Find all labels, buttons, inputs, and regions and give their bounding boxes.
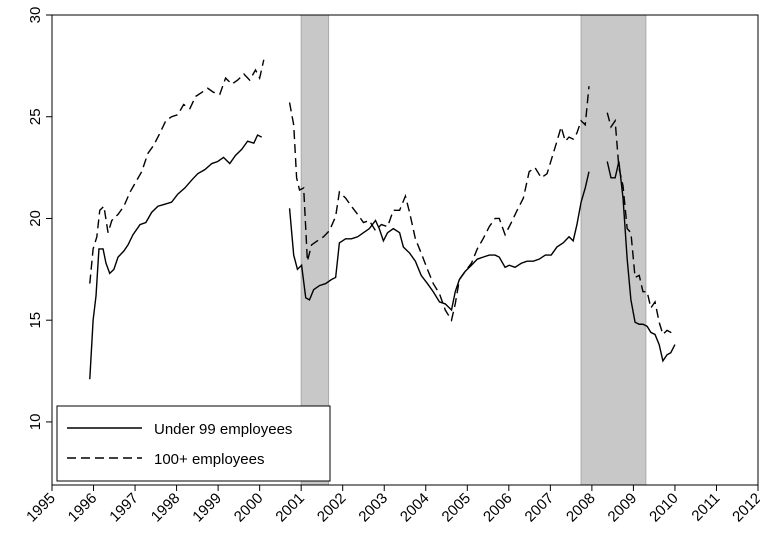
recession-shade bbox=[580, 14, 647, 486]
y-tick-label: 15 bbox=[27, 312, 44, 329]
y-tick-label: 30 bbox=[27, 7, 44, 24]
y-tick-label: 20 bbox=[27, 210, 44, 227]
x-tick-label: 2008 bbox=[563, 490, 599, 526]
y-tick-label: 25 bbox=[27, 108, 44, 125]
x-tick-label: 2001 bbox=[272, 490, 308, 526]
x-tick-label: 2010 bbox=[646, 490, 682, 526]
x-tick-label: 2007 bbox=[522, 490, 558, 526]
x-tick-label: 1996 bbox=[65, 490, 101, 526]
plot-frame bbox=[51, 14, 759, 486]
x-tick-label: 1999 bbox=[189, 490, 225, 526]
x-tick-label: 1995 bbox=[23, 490, 59, 526]
legend-box bbox=[56, 405, 331, 482]
x-tick-label: 1997 bbox=[106, 490, 142, 526]
x-tick-label: 2006 bbox=[480, 490, 516, 526]
x-tick-label: 2000 bbox=[231, 490, 267, 526]
x-tick-label: 2005 bbox=[439, 490, 475, 526]
x-tick-label: 1998 bbox=[148, 490, 184, 526]
x-tick-label: 2009 bbox=[605, 490, 641, 526]
series-line bbox=[89, 134, 676, 380]
series-line bbox=[89, 59, 676, 336]
x-tick-label: 2004 bbox=[397, 490, 433, 526]
legend-label: Under 99 employees bbox=[154, 421, 292, 438]
x-tick-label: 2002 bbox=[314, 490, 350, 526]
x-tick-label: 2012 bbox=[729, 490, 760, 526]
x-tick-label: 2011 bbox=[688, 490, 723, 525]
legend-label: 100+ employees bbox=[154, 451, 265, 468]
y-tick-label: 10 bbox=[27, 414, 44, 431]
x-tick-label: 2003 bbox=[355, 490, 391, 526]
